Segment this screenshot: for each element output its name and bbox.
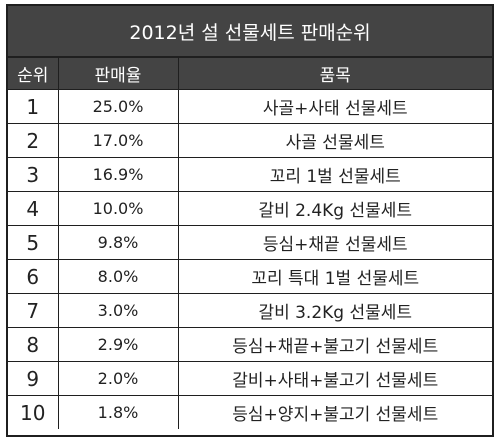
rate-cell: 9.8% bbox=[57, 225, 179, 260]
rank-cell: 10 bbox=[8, 395, 59, 429]
rank-cell: 8 bbox=[8, 327, 59, 362]
item-cell: 갈비 3.2Kg 선물세트 bbox=[177, 293, 492, 328]
table-row: 7 3.0% 갈비 3.2Kg 선물세트 bbox=[8, 293, 492, 328]
rank-cell: 1 bbox=[8, 89, 59, 124]
item-cell: 사골+사태 선물세트 bbox=[177, 89, 492, 124]
ranking-table: 순위 판매율 품목 1 25.0% 사골+사태 선물세트 2 17.0% 사골 … bbox=[8, 58, 492, 429]
table-row: 9 2.0% 갈비+사태+불고기 선물세트 bbox=[8, 361, 492, 396]
header-rank: 순위 bbox=[8, 58, 59, 90]
rate-cell: 2.9% bbox=[57, 327, 179, 362]
header-item: 품목 bbox=[177, 58, 492, 90]
rate-cell: 25.0% bbox=[57, 89, 179, 124]
item-cell: 사골 선물세트 bbox=[177, 123, 492, 158]
rank-cell: 3 bbox=[8, 157, 59, 192]
table-row: 3 16.9% 꼬리 1벌 선물세트 bbox=[8, 157, 492, 192]
rate-cell: 10.0% bbox=[57, 191, 179, 226]
ranking-table-frame: 2012년 설 선물세트 판매순위 순위 판매율 품목 1 25.0% 사골+사… bbox=[6, 4, 494, 437]
rank-cell: 9 bbox=[8, 361, 59, 396]
table-row: 1 25.0% 사골+사태 선물세트 bbox=[8, 89, 492, 124]
rank-cell: 6 bbox=[8, 259, 59, 294]
rate-cell: 1.8% bbox=[57, 395, 179, 429]
table-row: 6 8.0% 꼬리 특대 1벌 선물세트 bbox=[8, 259, 492, 294]
item-cell: 등심+채끝+불고기 선물세트 bbox=[177, 327, 492, 362]
item-cell: 등심+채끝 선물세트 bbox=[177, 225, 492, 260]
rank-cell: 7 bbox=[8, 293, 59, 328]
rate-cell: 2.0% bbox=[57, 361, 179, 396]
rate-cell: 8.0% bbox=[57, 259, 179, 294]
item-cell: 등심+양지+불고기 선물세트 bbox=[177, 395, 492, 429]
rate-cell: 17.0% bbox=[57, 123, 179, 158]
rate-cell: 16.9% bbox=[57, 157, 179, 192]
table-row: 8 2.9% 등심+채끝+불고기 선물세트 bbox=[8, 327, 492, 362]
table-row: 10 1.8% 등심+양지+불고기 선물세트 bbox=[8, 395, 492, 429]
item-cell: 갈비+사태+불고기 선물세트 bbox=[177, 361, 492, 396]
rank-cell: 5 bbox=[8, 225, 59, 260]
rank-cell: 4 bbox=[8, 191, 59, 226]
header-rate: 판매율 bbox=[57, 58, 179, 90]
item-cell: 꼬리 특대 1벌 선물세트 bbox=[177, 259, 492, 294]
table-body: 1 25.0% 사골+사태 선물세트 2 17.0% 사골 선물세트 3 16.… bbox=[8, 89, 492, 429]
item-cell: 갈비 2.4Kg 선물세트 bbox=[177, 191, 492, 226]
item-cell: 꼬리 1벌 선물세트 bbox=[177, 157, 492, 192]
table-row: 2 17.0% 사골 선물세트 bbox=[8, 123, 492, 158]
table-row: 4 10.0% 갈비 2.4Kg 선물세트 bbox=[8, 191, 492, 226]
header-row: 순위 판매율 품목 bbox=[8, 58, 492, 90]
table-title: 2012년 설 선물세트 판매순위 bbox=[8, 6, 492, 58]
table-row: 5 9.8% 등심+채끝 선물세트 bbox=[8, 225, 492, 260]
rank-cell: 2 bbox=[8, 123, 59, 158]
rate-cell: 3.0% bbox=[57, 293, 179, 328]
